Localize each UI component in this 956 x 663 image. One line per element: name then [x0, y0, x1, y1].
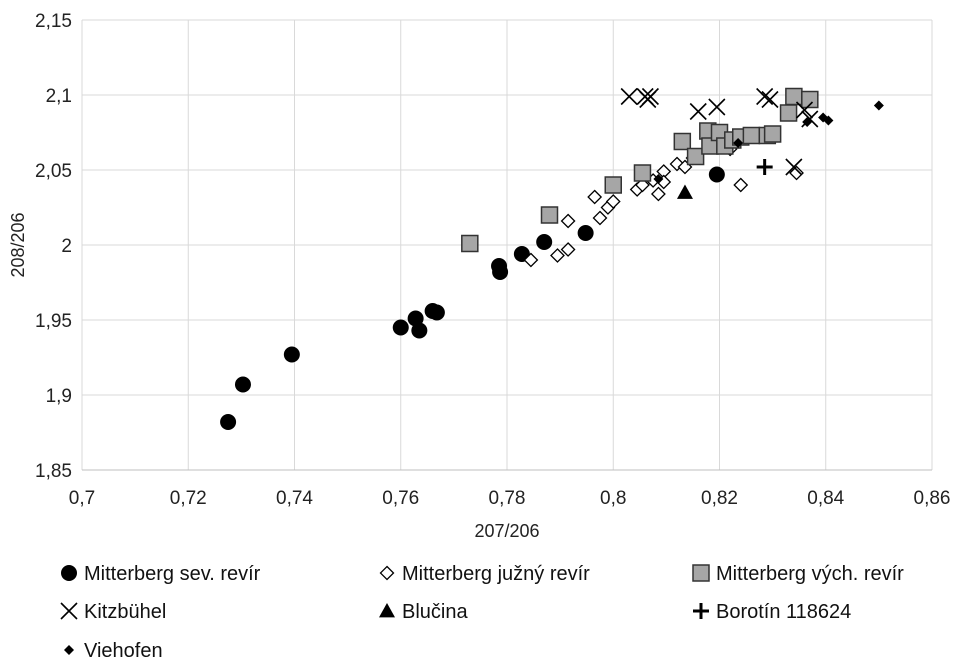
data-point	[873, 100, 884, 111]
x-tick-label: 0,82	[701, 488, 738, 509]
data-point	[633, 164, 652, 182]
data-point	[823, 115, 834, 126]
data-point	[785, 158, 803, 176]
data-point	[650, 186, 666, 202]
data-point	[653, 174, 664, 184]
data-point	[639, 90, 657, 109]
legend-marker	[693, 603, 709, 619]
legend-item: Mitterberg južný revír	[379, 563, 590, 585]
data-point	[523, 252, 539, 268]
legend-marker	[379, 565, 395, 581]
x-tick-label: 0,72	[170, 488, 207, 509]
data-point	[577, 225, 594, 241]
legend-label: Mitterberg vých. revír	[716, 563, 904, 585]
legend: Mitterberg sev. revír Mitterberg južný re…	[60, 563, 904, 662]
data-point	[801, 110, 819, 128]
x-tick-label: 0,86	[914, 488, 951, 509]
series-2	[461, 87, 819, 253]
legend-item: Viehofen	[64, 640, 163, 662]
x-tick-label: 0,7	[69, 488, 95, 509]
legend-label: Viehofen	[84, 640, 163, 662]
data-point	[761, 90, 779, 109]
data-point	[708, 166, 725, 183]
x-tick-label: 0,76	[382, 488, 419, 509]
data-point	[592, 210, 608, 226]
data-point	[756, 87, 774, 106]
series-3	[620, 87, 819, 176]
data-point	[411, 322, 428, 339]
data-point	[733, 138, 744, 148]
legend-marker	[61, 565, 77, 581]
data-point	[779, 104, 798, 122]
y-tick-label: 2	[61, 236, 72, 257]
data-point	[795, 101, 814, 119]
data-point	[428, 304, 445, 321]
data-point	[407, 310, 424, 327]
data-point	[283, 346, 300, 363]
legend-item: Borotín 118624	[693, 601, 851, 623]
y-tick-label: 2,05	[35, 161, 72, 182]
data-point	[733, 177, 749, 193]
y-tick-label: 2,1	[46, 86, 72, 107]
data-point	[785, 87, 803, 106]
x-tick-label: 0,8	[600, 488, 626, 509]
legend-item: Mitterberg vých. revír	[692, 563, 904, 585]
data-point	[676, 184, 693, 199]
y-tick-label: 1,85	[35, 461, 72, 482]
data-point	[763, 125, 782, 143]
y-tick-label: 1,95	[35, 311, 72, 332]
data-point	[587, 189, 603, 205]
legend-label: Mitterberg južný revír	[402, 563, 590, 585]
data-point	[756, 159, 773, 175]
y-axis-title: 208/206	[8, 212, 28, 277]
data-point	[742, 126, 761, 145]
series-1	[523, 134, 804, 268]
data-point	[536, 234, 553, 250]
data-point	[789, 165, 804, 181]
legend-item: Kitzbühel	[60, 601, 166, 623]
data-point	[492, 264, 509, 280]
x-tick-label: 0,84	[807, 488, 844, 509]
data-point	[540, 206, 559, 224]
x-tick-label: 0,78	[489, 488, 526, 509]
legend-label: Mitterberg sev. revír	[84, 563, 261, 585]
legend-marker	[692, 564, 710, 582]
data-point	[234, 376, 251, 393]
legend-item: Blučina	[379, 601, 468, 623]
data-point	[673, 132, 692, 151]
y-tick-label: 2,15	[35, 11, 72, 32]
legend-label: Borotín 118624	[716, 601, 851, 623]
data-point	[689, 102, 707, 121]
data-point	[560, 213, 576, 229]
legend-marker	[60, 602, 78, 620]
x-axis-title: 207/206	[474, 521, 539, 541]
data-points	[220, 87, 884, 430]
series-6	[653, 100, 884, 184]
data-point	[605, 194, 621, 209]
legend-label: Kitzbühel	[84, 601, 166, 623]
data-point	[461, 234, 479, 253]
legend-marker	[379, 603, 395, 618]
data-point	[560, 242, 576, 257]
series-5	[756, 159, 773, 175]
y-tick-label: 1,9	[46, 386, 72, 407]
data-point	[686, 147, 705, 166]
data-point	[708, 98, 726, 116]
data-point	[801, 90, 819, 109]
legend-marker	[64, 645, 74, 655]
gridlines	[81, 19, 933, 471]
data-point	[550, 248, 565, 263]
series-4	[676, 184, 693, 199]
series-0	[220, 166, 725, 430]
data-point	[220, 414, 237, 430]
legend-label: Blučina	[402, 601, 468, 623]
data-point	[620, 87, 638, 106]
data-point	[802, 117, 813, 127]
x-tick-label: 0,74	[276, 488, 313, 509]
data-point	[392, 319, 409, 336]
tick-labels: 0,7 0,72 0,74 0,76 0,78 0,8 0,82 0,84 0,86 1,85 1,…	[35, 11, 950, 509]
legend-item: Mitterberg sev. revír	[61, 563, 261, 585]
data-point	[604, 176, 622, 194]
